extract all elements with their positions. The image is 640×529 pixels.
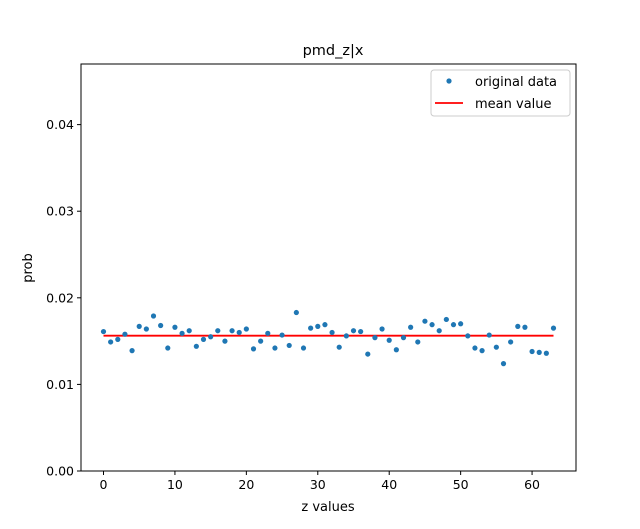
data-point [208,334,214,340]
x-tick-label: 10 [167,477,183,492]
data-point [500,361,507,367]
data-point [372,335,378,341]
data-point [508,339,514,345]
data-point [550,325,557,331]
data-point [308,325,314,331]
data-point [272,345,278,351]
y-tick-label: 0.04 [46,117,74,132]
data-point [165,345,171,351]
data-point [179,330,185,336]
series-layer [100,309,557,367]
data-point [150,313,157,319]
x-axis-label: z values [301,500,354,515]
data-point [443,316,449,323]
data-point [522,324,528,330]
data-point [543,350,549,356]
data-point [265,330,271,336]
x-tick-label: 60 [524,477,540,492]
y-tick-label: 0.01 [46,377,74,392]
x-tick-label: 40 [381,477,397,492]
data-point [129,348,135,354]
data-point [479,348,485,354]
data-point [379,326,385,332]
chart-title: pmd_z|x [303,43,364,59]
data-point [186,328,192,334]
data-point [472,345,478,351]
data-point [393,347,399,353]
legend-label-mean-value: mean value [475,97,552,112]
data-point [436,328,442,334]
x-axis: 0 10 20 30 40 50 60 [100,471,540,492]
data-point [215,328,221,334]
y-tick-label: 0.03 [46,204,74,219]
y-tick-label: 0.00 [46,464,74,479]
data-point [350,328,357,334]
data-point [458,321,464,327]
data-point [400,335,407,341]
data-point [336,344,342,350]
data-point [286,342,292,349]
data-point [293,309,299,316]
data-point [365,351,371,357]
data-point [250,346,257,352]
data-point [222,338,228,344]
data-point [465,333,471,339]
data-point [386,337,392,343]
y-axis: 0.00 0.01 0.02 0.03 0.04 [46,117,81,479]
data-point [343,333,349,339]
axes-background [81,64,576,471]
data-point [229,328,235,334]
data-point [529,348,535,355]
data-point [408,324,414,330]
data-point [315,323,321,329]
data-point [358,328,364,335]
data-point [172,324,178,330]
data-point [536,349,542,355]
data-point [515,323,521,329]
x-tick-label: 30 [310,477,326,492]
legend-box [430,69,571,117]
data-point [100,328,107,335]
y-tick-label: 0.02 [46,290,74,305]
data-point [115,336,121,342]
data-point [429,322,435,328]
data-point [279,332,285,338]
legend-marker-original-data [446,78,452,84]
data-point [422,318,428,324]
data-point [415,339,421,345]
data-point [300,345,307,351]
data-point [329,329,335,336]
y-axis-label: prob [21,253,36,283]
x-tick-label: 0 [100,477,108,492]
x-tick-label: 50 [453,477,469,492]
x-tick-label: 20 [238,477,254,492]
legend-label-original-data: original data [475,75,557,90]
data-point [236,329,242,336]
axes-frame [80,63,577,472]
legend: original data mean value [430,69,571,117]
data-point [322,322,328,328]
data-point [122,331,128,337]
data-point [243,326,249,332]
data-point [493,344,499,350]
data-point [136,323,142,329]
data-point [193,343,199,349]
data-point [450,322,457,328]
data-point [258,338,264,344]
plot-area: 0 10 20 30 40 50 60 0.00 0.01 0.02 0.03 0.04 [46,63,577,492]
data-point [486,332,492,338]
data-point [143,326,149,332]
data-point [108,339,114,345]
data-point [158,322,164,329]
data-point [200,336,207,342]
